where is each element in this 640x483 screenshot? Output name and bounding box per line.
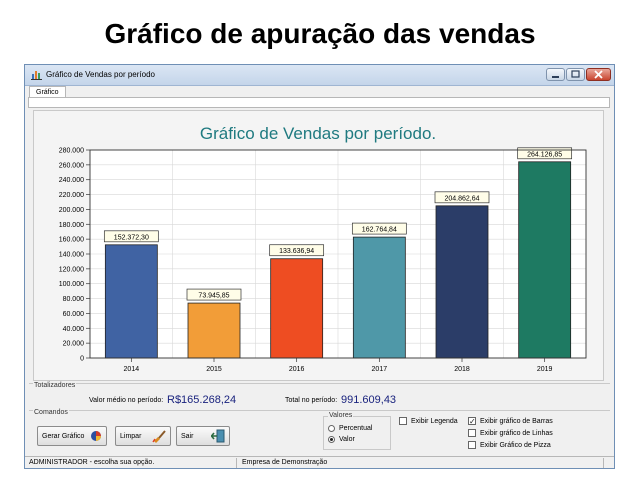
status-separator [236, 458, 237, 468]
minimize-button[interactable] [546, 68, 565, 81]
totals-frame: Totalizadores Valor médio no período: R$… [29, 382, 610, 410]
bar-chart-box[interactable]: ✓ [468, 417, 476, 426]
radio-valor-circle[interactable] [328, 436, 335, 443]
bar-chart-checkbox[interactable]: ✓ Exibir gráfico de Barras [468, 417, 553, 426]
show-legend-box[interactable] [399, 417, 407, 425]
tab-strip: Gráfico [28, 86, 610, 98]
x-tick-label: 2018 [454, 366, 470, 373]
radio-percentual[interactable]: Percentual [328, 425, 372, 432]
values-group: Valores Percentual Valor [323, 412, 391, 450]
y-tick-label: 100.000 [59, 281, 84, 288]
y-tick-label: 280.000 [59, 148, 84, 155]
y-tick-label: 80.000 [63, 296, 85, 303]
sales-chart: Gráfico de Vendas por período. 152.372,3… [59, 124, 587, 373]
status-company: Empresa de Demonstração [242, 459, 328, 466]
radio-valor[interactable]: Valor [328, 436, 355, 443]
y-tick-label: 0 [80, 356, 84, 363]
totals-caption: Totalizadores [33, 382, 77, 389]
window-title: Gráfico de Vendas por período [46, 70, 155, 79]
data-label: 152.372,30 [114, 234, 149, 241]
data-label: 162.764,84 [362, 227, 397, 234]
plot-border [89, 149, 587, 359]
data-label-box [269, 244, 325, 257]
y-tick-label: 60.000 [63, 311, 85, 318]
line-chart-label: Exibir gráfico de Linhas [480, 429, 553, 437]
page-heading: Gráfico de apuração das vendas [104, 18, 536, 49]
values-caption: Valores [328, 412, 354, 419]
title-bar[interactable]: Gráfico de Vendas por período [25, 65, 614, 86]
clear-button[interactable]: Limpar [115, 426, 171, 446]
close-button[interactable] [586, 68, 611, 81]
y-tick-label: 40.000 [63, 326, 85, 333]
bar-2018 [435, 205, 489, 359]
line-chart-checkbox[interactable]: Exibir gráfico de Linhas [468, 429, 553, 437]
clear-label: Limpar [120, 432, 142, 440]
average-label: Valor médio no período: [89, 397, 164, 404]
bar-2017 [352, 236, 406, 359]
data-label: 73.945,85 [198, 293, 229, 300]
y-tick-label: 120.000 [59, 266, 84, 273]
x-tick-label: 2014 [124, 366, 140, 373]
radio-valor-label: Valor [339, 436, 355, 443]
total-value: 991.609,43 [341, 394, 397, 406]
status-message: ADMINISTRADOR - escolha sua opção. [29, 459, 155, 466]
x-tick-label: 2016 [289, 366, 305, 373]
data-label-box [517, 147, 573, 160]
pie-chart-box[interactable] [468, 441, 476, 449]
exit-button[interactable]: Sair [176, 426, 230, 446]
x-tick-label: 2017 [372, 366, 388, 373]
exit-door-icon [211, 429, 225, 443]
data-label-box [434, 191, 490, 204]
tab-grafico[interactable]: Gráfico [29, 86, 66, 98]
pie-chart-label: Exibir Gráfico de Pizza [480, 441, 551, 449]
maximize-button[interactable] [566, 68, 585, 81]
chart-area: Gráfico de Vendas por período. 152.372,3… [33, 110, 604, 381]
show-legend-label: Exibir Legenda [411, 417, 458, 425]
generate-chart-button[interactable]: Gerar Gráfico [37, 426, 107, 446]
commands-caption: Comandos [33, 409, 69, 416]
y-tick-label: 240.000 [59, 177, 84, 184]
x-tick-label: 2015 [206, 366, 222, 373]
maximize-icon [571, 70, 580, 78]
chart-globe-icon [91, 431, 101, 441]
data-label-box [186, 288, 242, 301]
y-tick-label: 220.000 [59, 192, 84, 199]
bar-2016 [270, 258, 324, 359]
chart-title: Gráfico de Vendas por período. [200, 124, 436, 143]
y-tick-label: 200.000 [59, 207, 84, 214]
status-bar: ADMINISTRADOR - escolha sua opção. Empre… [25, 456, 614, 468]
data-label-box [351, 222, 407, 235]
bar-2014 [104, 244, 158, 359]
pie-chart-checkbox[interactable]: Exibir Gráfico de Pizza [468, 441, 551, 449]
data-label: 264.126,85 [527, 151, 562, 158]
app-window: Gráfico de Vendas por período Gráfico Gr… [24, 64, 615, 469]
radio-percentual-circle[interactable] [328, 425, 335, 432]
data-label: 204.862,64 [444, 195, 479, 202]
average-value: R$165.268,24 [167, 394, 237, 406]
y-tick-label: 180.000 [59, 222, 84, 229]
commands-frame: Comandos [29, 409, 610, 454]
data-label: 133.636,94 [279, 248, 314, 255]
line-chart-box[interactable] [468, 429, 476, 437]
minimize-icon [552, 76, 559, 78]
close-icon [594, 70, 603, 79]
y-tick-label: 260.000 [59, 162, 84, 169]
exit-label: Sair [181, 432, 194, 440]
bar-2015 [187, 302, 241, 359]
tab-panel [28, 97, 610, 108]
status-separator-end [603, 458, 604, 468]
radio-percentual-label: Percentual [339, 425, 373, 432]
bar-2019 [518, 161, 572, 359]
brush-icon [152, 430, 166, 443]
generate-chart-label: Gerar Gráfico [42, 432, 85, 440]
show-legend-checkbox[interactable]: Exibir Legenda [399, 417, 458, 425]
data-label-box [103, 230, 159, 243]
bar-chart-label: Exibir gráfico de Barras [480, 417, 553, 425]
total-label: Total no período: [285, 397, 338, 404]
x-tick-label: 2019 [537, 366, 553, 373]
y-tick-label: 160.000 [59, 237, 84, 244]
app-chart-icon [31, 71, 42, 80]
y-tick-label: 20.000 [63, 341, 85, 348]
y-tick-label: 140.000 [59, 252, 84, 259]
